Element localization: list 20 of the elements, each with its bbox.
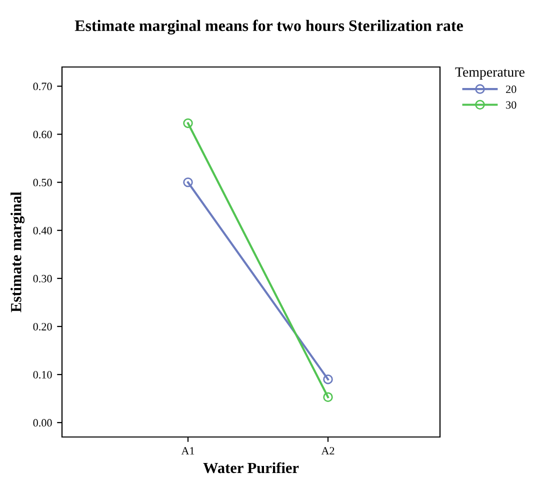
x-axis-title: Water Purifier: [203, 462, 299, 474]
x-tick-label: A2: [321, 447, 334, 454]
y-axis-title: Estimate marginal: [10, 192, 24, 312]
point: [183, 177, 193, 188]
point: [183, 118, 193, 128]
y-tick-label: 0.70: [33, 82, 52, 90]
legend-title: Temperature: [455, 68, 524, 80]
y-tick-label: 0.60: [33, 130, 52, 138]
y-tick-label: 0.10: [33, 371, 52, 379]
y-tick-label: 0.40: [33, 226, 52, 234]
y-tick-label: 0.30: [33, 274, 52, 282]
legend-label: 30: [506, 101, 516, 109]
chart-title: Estimate marginal means for two hours Sterilization rate: [74, 20, 463, 34]
point: [323, 374, 333, 384]
x-tick-label: A1: [181, 447, 194, 454]
y-tick-label: 0.00: [33, 419, 52, 427]
y-tick-label: 0.50: [33, 178, 52, 186]
legend-label: 20: [506, 86, 516, 94]
point: [323, 392, 333, 402]
y-tick-label: 0.20: [33, 322, 52, 330]
